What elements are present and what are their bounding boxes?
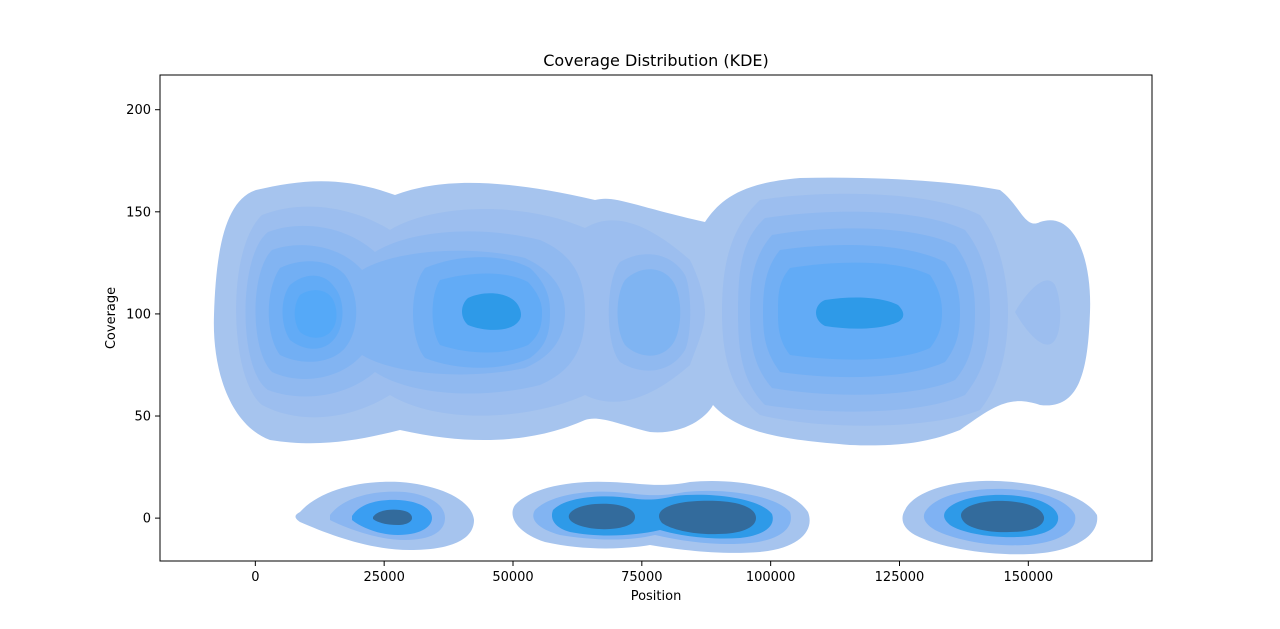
- x-tick-label: 50000: [492, 570, 533, 585]
- kde-region-mid-l3: [617, 269, 681, 356]
- y-axis: 0 50 100 150 200: [126, 103, 160, 527]
- x-tick-label: 100000: [746, 570, 796, 585]
- kde-region-bottom-mid-core-left: [568, 503, 635, 530]
- kde-region-bottom-left-core: [373, 509, 412, 525]
- y-tick-label: 100: [126, 307, 151, 322]
- kde-region-right-l6: [816, 297, 904, 329]
- x-tick-label: 125000: [875, 570, 925, 585]
- x-tick-label: 75000: [621, 570, 662, 585]
- plot-area: [213, 177, 1098, 555]
- x-tick-label: 0: [251, 570, 259, 585]
- y-axis-label: Coverage: [104, 287, 119, 349]
- x-tick-label: 150000: [1004, 570, 1054, 585]
- y-tick-label: 50: [134, 410, 151, 425]
- y-tick-label: 150: [126, 205, 151, 220]
- x-axis-label: Position: [631, 589, 682, 604]
- y-tick-label: 0: [143, 512, 151, 527]
- chart-title: Coverage Distribution (KDE): [543, 51, 769, 70]
- kde-region-bottom-right-core: [961, 500, 1045, 533]
- kde-region-right-lobe: [1015, 280, 1061, 345]
- x-tick-label: 25000: [363, 570, 404, 585]
- x-axis: 0 25000 50000 75000 100000 125000 150000: [251, 561, 1053, 585]
- kde-region-midleft-l6: [462, 293, 521, 330]
- kde-region-left-l6: [294, 290, 337, 338]
- y-tick-label: 200: [126, 103, 151, 118]
- plot-frame: [159, 74, 1153, 562]
- kde-region-bottom-mid-core-right: [659, 500, 756, 535]
